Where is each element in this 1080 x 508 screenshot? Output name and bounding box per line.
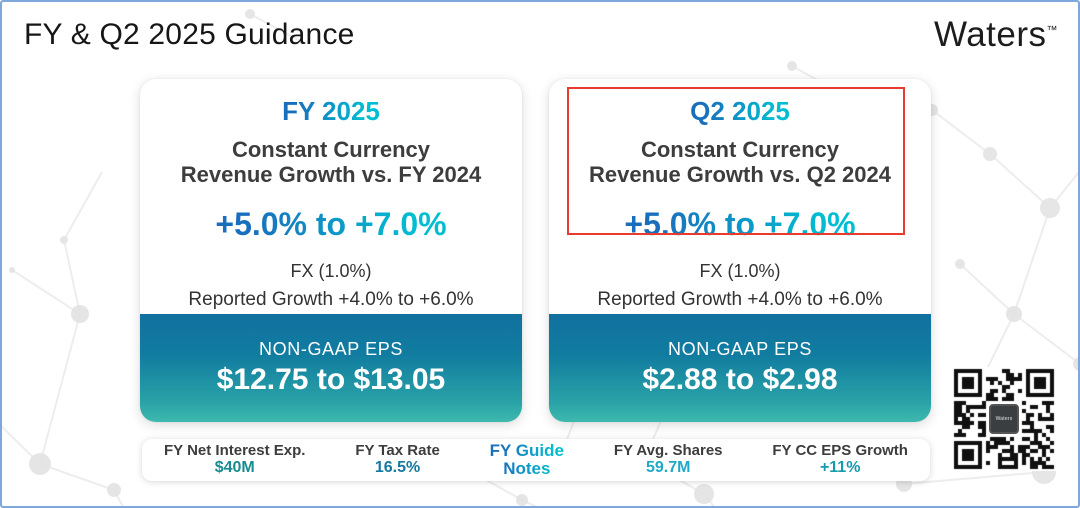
- q2-card-subtitle: Constant Currency Revenue Growth vs. Q2 …: [588, 137, 892, 187]
- net-interest-item: FY Net Interest Exp. $40M: [164, 442, 305, 478]
- guide-notes-title: FY Guide Notes: [490, 442, 564, 478]
- fy-fx-impact: FX (1.0%): [290, 261, 372, 282]
- guide-notes-line1: FY Guide: [489, 441, 564, 461]
- qr-code: Waters: [952, 367, 1056, 471]
- cc-eps-growth-label: FY CC EPS Growth: [772, 442, 908, 460]
- net-interest-label: FY Net Interest Exp.: [164, 442, 306, 460]
- avg-shares-item: FY Avg. Shares 59.7M: [614, 442, 723, 478]
- qr-center-logo-text: Waters: [995, 416, 1013, 422]
- page-title: FY & Q2 2025 Guidance: [24, 18, 355, 51]
- q2-growth-range: +5.0% to +7.0%: [624, 206, 856, 243]
- q2-subtitle-line1: Constant Currency: [640, 137, 840, 162]
- fy-guide-notes-strip: FY Net Interest Exp. $40M FY Tax Rate 16…: [142, 439, 930, 481]
- fy-growth-range: +5.0% to +7.0%: [215, 206, 447, 243]
- fy-subtitle-line2: Revenue Growth vs. FY 2024: [180, 161, 482, 187]
- guide-notes-line2: Notes: [503, 459, 551, 478]
- fy-2025-card: FY 2025 Constant Currency Revenue Growth…: [140, 79, 522, 422]
- net-interest-value: $40M: [214, 459, 255, 477]
- tax-rate-value: 16.5%: [374, 459, 421, 477]
- fy-eps-band: NON-GAAP EPS $12.75 to $13.05: [140, 314, 522, 422]
- tax-rate-label: FY Tax Rate: [355, 442, 440, 460]
- trademark-symbol: ™: [1046, 24, 1058, 37]
- avg-shares-value: 59.7M: [645, 459, 691, 477]
- fy-card-subtitle: Constant Currency Revenue Growth vs. FY …: [180, 137, 482, 187]
- tax-rate-item: FY Tax Rate 16.5%: [355, 442, 439, 478]
- waters-logo: Waters™: [934, 15, 1058, 55]
- qr-center-logo: Waters: [989, 404, 1019, 434]
- fy-subtitle-line1: Constant Currency: [231, 137, 431, 162]
- q2-card-period: Q2 2025: [690, 96, 790, 126]
- fy-reported-growth: Reported Growth +4.0% to +6.0%: [188, 289, 474, 311]
- q2-eps-label: NON-GAAP EPS: [668, 339, 812, 359]
- fy-card-period: FY 2025: [282, 96, 380, 126]
- avg-shares-label: FY Avg. Shares: [613, 442, 723, 460]
- q2-eps-band: NON-GAAP EPS $2.88 to $2.98: [549, 314, 931, 422]
- cc-eps-growth-value: +11%: [819, 459, 861, 477]
- waters-logo-text: Waters: [933, 15, 1047, 54]
- cc-eps-growth-item: FY CC EPS Growth +11%: [772, 442, 908, 478]
- q2-fx-impact: FX (1.0%): [699, 261, 781, 282]
- fy-eps-label: NON-GAAP EPS: [259, 339, 403, 359]
- fy-eps-range: $12.75 to $13.05: [216, 363, 446, 396]
- q2-eps-range: $2.88 to $2.98: [642, 363, 838, 396]
- guidance-cards: FY 2025 Constant Currency Revenue Growth…: [140, 79, 931, 422]
- q2-subtitle-line2: Revenue Growth vs. Q2 2024: [588, 161, 892, 187]
- q2-reported-growth: Reported Growth +4.0% to +6.0%: [597, 289, 883, 311]
- q2-2025-card: Q2 2025 Constant Currency Revenue Growth…: [549, 79, 931, 422]
